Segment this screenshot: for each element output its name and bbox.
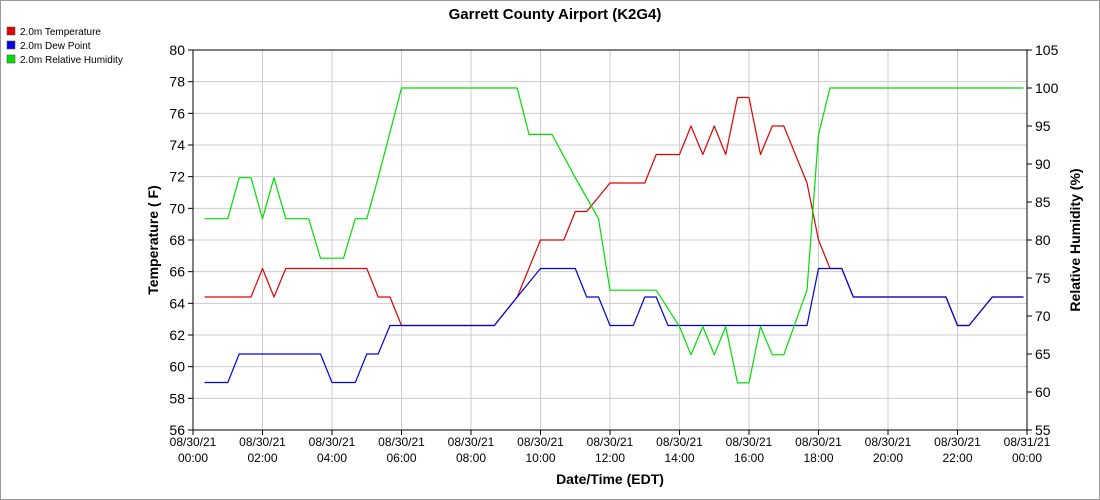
y2-tick-label: 75 [1035, 270, 1051, 286]
y-tick-label: 74 [169, 137, 185, 153]
y2-axis-label: Relative Humidity (%) [1067, 168, 1083, 311]
y-axis-label: Temperature ( F) [145, 185, 161, 294]
x-tick-time: 22:00 [942, 451, 972, 465]
x-tick-time: 16:00 [734, 451, 764, 465]
y-tick-label: 78 [169, 74, 185, 90]
y-tick-label: 70 [169, 200, 185, 216]
x-axis-ticks: 08/30/21 00:00 08/30/21 02:00 08/30/21 04:00 0… [170, 430, 1051, 465]
x-axis-label: Date/Time (EDT) [556, 471, 664, 487]
series-line-3 [204, 87, 1024, 384]
y-tick-label: 62 [169, 327, 185, 343]
x-tick-time: 18:00 [803, 451, 833, 465]
x-tick-time: 02:00 [247, 451, 277, 465]
x-tick-date: 08/30/21 [448, 435, 495, 449]
x-tick-time: 06:00 [386, 451, 416, 465]
legend: 2.0m Temperature 2.0m Dew Point 2.0m Relat… [6, 26, 123, 66]
y-tick-label: 80 [169, 42, 185, 58]
y-tick-label: 72 [169, 169, 185, 185]
y-tick-label: 60 [169, 359, 185, 375]
x-tick-date: 08/30/21 [517, 435, 564, 449]
x-tick-date: 08/30/21 [170, 435, 217, 449]
legend-label: 2.0m Relative Humidity [20, 55, 123, 66]
y2-tick-label: 85 [1035, 194, 1051, 210]
x-tick-date: 08/30/21 [656, 435, 703, 449]
y2-tick-label: 60 [1035, 384, 1051, 400]
x-tick-time: 00:00 [1012, 451, 1042, 465]
legend-swatch [6, 54, 16, 64]
x-tick-date: 08/30/21 [865, 435, 912, 449]
y2-tick-label: 65 [1035, 346, 1051, 362]
legend-swatch [6, 40, 16, 50]
y2-tick-label: 100 [1035, 80, 1059, 96]
y-axis-ticks: 56 58 60 62 64 66 68 70 72 74 76 78 80 [169, 42, 193, 438]
x-tick-time: 14:00 [664, 451, 694, 465]
x-tick-time: 00:00 [178, 451, 208, 465]
x-tick-date: 08/30/21 [934, 435, 981, 449]
y-tick-label: 56 [169, 422, 185, 438]
y-tick-label: 76 [169, 105, 185, 121]
x-tick-date: 08/30/21 [726, 435, 773, 449]
y2-tick-label: 70 [1035, 308, 1051, 324]
legend-swatch [6, 26, 16, 36]
x-tick-date: 08/30/21 [378, 435, 425, 449]
y2-axis-ticks: 55 60 65 70 75 80 85 90 95 100 105 [1027, 42, 1059, 438]
x-tick-time: 08:00 [456, 451, 486, 465]
y-tick-label: 64 [169, 295, 185, 311]
x-tick-date: 08/30/21 [239, 435, 286, 449]
x-tick-date: 08/30/21 [309, 435, 356, 449]
y2-tick-label: 95 [1035, 118, 1051, 134]
legend-label: 2.0m Dew Point [20, 41, 91, 52]
x-tick-time: 04:00 [317, 451, 347, 465]
y2-tick-label: 80 [1035, 232, 1051, 248]
x-tick-date: 08/30/21 [795, 435, 842, 449]
y-tick-label: 66 [169, 264, 185, 280]
x-tick-date: 08/30/21 [587, 435, 634, 449]
series-line-2 [204, 267, 1024, 384]
y2-tick-label: 90 [1035, 156, 1051, 172]
y-tick-label: 68 [169, 232, 185, 248]
x-tick-date: 08/31/21 [1004, 435, 1051, 449]
y2-tick-label: 105 [1035, 42, 1059, 58]
legend-label: 2.0m Temperature [20, 27, 101, 38]
y2-tick-label: 55 [1035, 422, 1051, 438]
x-tick-time: 12:00 [595, 451, 625, 465]
series-lines [204, 87, 1024, 384]
chart-title: Garrett County Airport (K2G4) [449, 6, 662, 23]
x-tick-time: 20:00 [873, 451, 903, 465]
x-tick-time: 10:00 [525, 451, 555, 465]
y-tick-label: 58 [169, 390, 185, 406]
